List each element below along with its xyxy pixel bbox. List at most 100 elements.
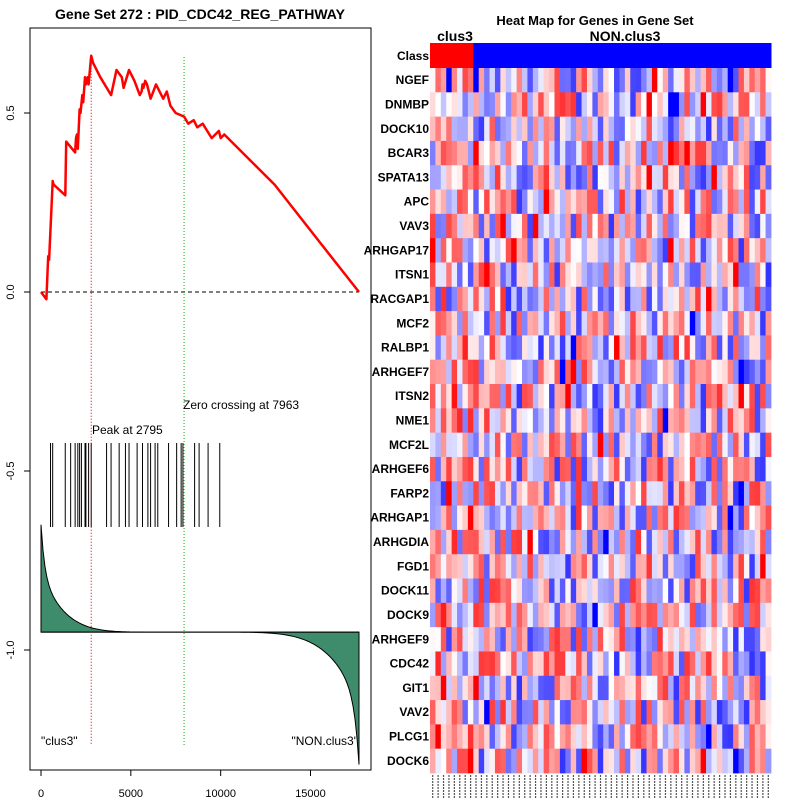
heatmap-cell [457, 262, 463, 288]
gene-label: ARHGEF9 [372, 632, 430, 646]
heatmap-cell [505, 189, 512, 215]
heatmap-cell [614, 481, 620, 506]
heatmap-cell [451, 238, 458, 263]
heatmap-cell [684, 140, 691, 166]
heatmap-cell [516, 189, 523, 215]
heatmap-cell [592, 335, 599, 361]
heatmap-cell [706, 432, 712, 458]
heatmap-cell [706, 505, 712, 531]
heatmap-cell [765, 213, 772, 239]
heatmap-cell [532, 700, 539, 725]
heatmap-cell [641, 384, 647, 409]
heatmap-cell [662, 140, 669, 166]
heatmap-cell [532, 189, 539, 215]
heatmap-cell [467, 165, 474, 190]
heatmap-cell [597, 481, 604, 506]
heatmap-cell [457, 408, 463, 434]
heatmap-cell [619, 675, 626, 701]
heatmap-cell [484, 384, 490, 409]
heatmap-cell [662, 286, 669, 312]
heatmap-cell [500, 92, 507, 118]
heatmap-cell [646, 286, 653, 312]
heatmap-cell [457, 238, 463, 263]
heatmap-cell [684, 238, 691, 263]
heatmap-cell [570, 116, 577, 142]
heatmap-cell [462, 116, 469, 142]
heatmap-cell [706, 456, 712, 482]
heatmap-cell [651, 675, 658, 701]
heatmap-cell [743, 651, 750, 677]
heatmap-cell [576, 651, 582, 677]
heatmap-cell [505, 335, 512, 361]
heatmap-cell [749, 286, 756, 312]
heatmap-cell [706, 68, 712, 93]
heatmap-cell [614, 140, 620, 166]
heatmap-cell [565, 724, 572, 750]
heatmap-cell [457, 286, 463, 312]
heatmap-cell [754, 675, 761, 701]
heatmap-cell [738, 505, 745, 531]
heatmap-cell [446, 286, 453, 312]
heatmap-cell [722, 238, 729, 263]
heatmap-cell [554, 286, 561, 312]
heatmap-cell [500, 213, 507, 239]
heatmap-cell [549, 189, 555, 215]
y-tick-label: -1.0 [5, 641, 17, 660]
heatmap-cell [446, 651, 453, 677]
heatmap-cell [619, 189, 626, 215]
heatmap-cell [516, 554, 523, 579]
heatmap-cell [657, 602, 664, 628]
heatmap-cell [722, 213, 729, 239]
heatmap-cell [489, 651, 496, 677]
heatmap-cell [597, 384, 604, 409]
heatmap-cell [765, 529, 772, 555]
heatmap-cell [581, 675, 588, 701]
heatmap-cell [646, 627, 653, 652]
heatmap-cell [765, 140, 772, 166]
heatmap-cell [716, 700, 723, 725]
heatmap-cell [467, 408, 474, 434]
heatmap-cell [630, 92, 637, 118]
heatmap-cell [435, 554, 442, 579]
heatmap-cell [462, 311, 469, 336]
heatmap-cell [733, 116, 739, 142]
heatmap-cell [673, 505, 680, 531]
heatmap-cell [635, 238, 642, 263]
heatmap-cell [684, 432, 691, 458]
heatmap-cell [603, 311, 610, 336]
heatmap-cell [614, 213, 620, 239]
heatmap-cell [716, 92, 723, 118]
heatmap-cell [700, 140, 707, 166]
heatmap-cell [641, 505, 647, 531]
heatmap-cell [467, 335, 474, 361]
heatmap-cell [489, 456, 496, 482]
heatmap-cell [695, 456, 702, 482]
heatmap-cell [473, 92, 480, 118]
heatmap-cell [754, 238, 761, 263]
heatmap-cell [511, 602, 517, 628]
heatmap-cell [489, 238, 496, 263]
heatmap-cell [754, 456, 761, 482]
heatmap-cell [430, 627, 436, 652]
heatmap-cell [608, 116, 615, 142]
heatmap-cell [532, 92, 539, 118]
heatmap-cell [695, 384, 702, 409]
heatmap-cell [635, 384, 642, 409]
heatmap-cell [532, 68, 539, 93]
heatmap-cell [624, 238, 631, 263]
heatmap-cell [619, 700, 626, 725]
heatmap-cell [554, 213, 561, 239]
heatmap-cell [446, 529, 453, 555]
heatmap-cell [641, 408, 647, 434]
heatmap-cell [592, 651, 599, 677]
heatmap-cell [765, 189, 772, 215]
heatmap-cell [657, 140, 664, 166]
heatmap-cell [586, 68, 593, 93]
heatmap-cell [543, 140, 550, 166]
heatmap-cell [435, 68, 442, 93]
heatmap-cell [700, 627, 707, 652]
heatmap-cell [641, 311, 647, 336]
heatmap-cell [760, 116, 766, 142]
heatmap-cell [462, 432, 469, 458]
heatmap-cell [689, 92, 696, 118]
